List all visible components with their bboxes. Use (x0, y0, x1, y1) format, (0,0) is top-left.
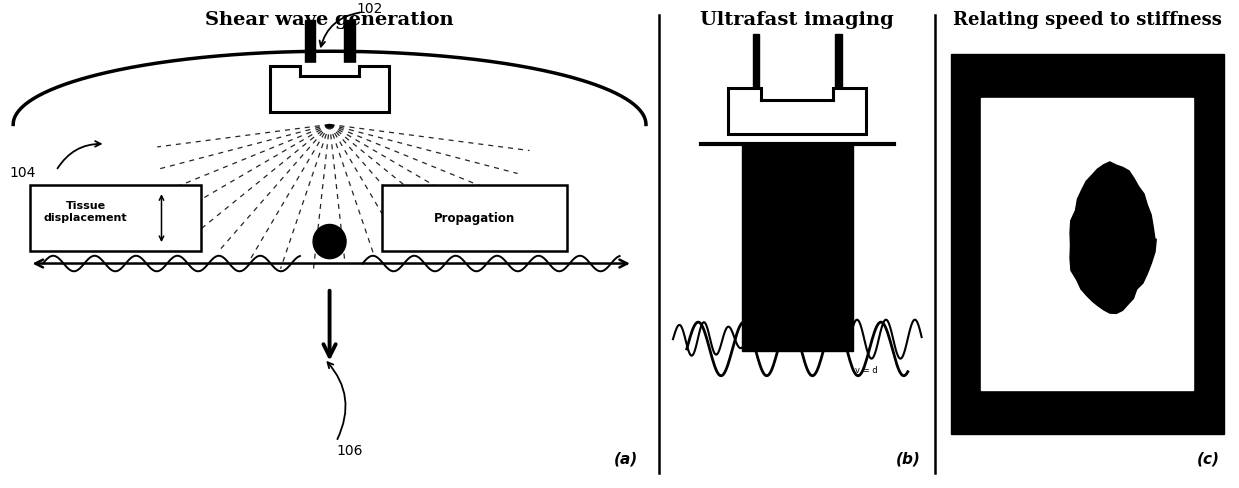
FancyBboxPatch shape (270, 66, 389, 112)
Bar (835, 34, 843, 88)
Text: 104: 104 (10, 166, 36, 180)
Bar (950, 54, 1224, 434)
Text: 106: 106 (336, 445, 363, 458)
Text: Shear wave generation: Shear wave generation (206, 11, 453, 28)
Text: 102: 102 (356, 2, 383, 16)
Bar (981, 98, 1193, 390)
Text: (c): (c) (1197, 451, 1220, 466)
Text: (b): (b) (896, 451, 921, 466)
Bar (300, 63, 359, 76)
Bar (752, 34, 760, 88)
Bar (762, 86, 833, 100)
Text: (a): (a) (615, 451, 638, 466)
Text: Propagation: Propagation (434, 212, 515, 225)
FancyBboxPatch shape (729, 88, 866, 134)
FancyBboxPatch shape (383, 185, 567, 251)
FancyBboxPatch shape (30, 185, 201, 251)
Bar (742, 144, 852, 351)
Text: v = d: v = d (855, 366, 877, 375)
Text: Ultrafast imaging: Ultrafast imaging (700, 11, 895, 28)
Bar (305, 20, 315, 66)
Text: Tissue
displacement: Tissue displacement (43, 202, 128, 223)
Text: Relating speed to stiffness: Relating speed to stiffness (953, 11, 1222, 28)
Polygon shape (1070, 162, 1156, 313)
Bar (344, 20, 354, 66)
Ellipse shape (313, 224, 346, 259)
